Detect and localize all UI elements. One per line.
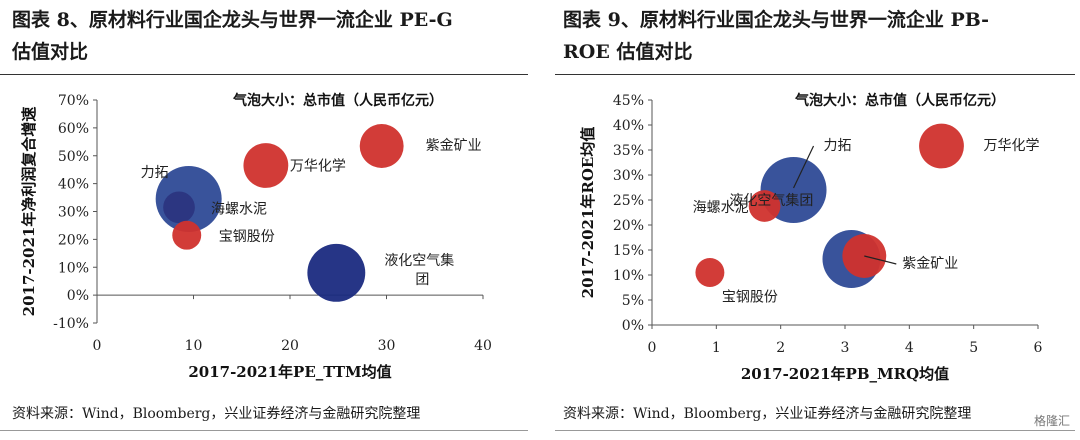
chart-panel-left: 图表 8、原材料行业国企龙头与世界一流企业 PE-G 估值对比 -10% 0% 10… xyxy=(0,0,530,440)
y-tick-label: 60% xyxy=(58,121,89,137)
y-tick-label: 70% xyxy=(58,93,89,109)
data-label: 海螺水泥 xyxy=(693,200,749,216)
data-label: 力拓 xyxy=(824,138,852,154)
x-tick-label: 20 xyxy=(281,338,299,354)
bubble xyxy=(307,243,366,302)
bubble xyxy=(243,143,289,188)
y-tick-label: 40% xyxy=(613,118,644,134)
x-tick-label: 3 xyxy=(841,340,850,356)
bubble xyxy=(163,191,195,224)
bubble-size-note: 气泡大小：总市值（人民币亿元） xyxy=(232,92,443,109)
y-axis-title: 2017-2021年ROE均值 xyxy=(579,127,597,299)
bubble xyxy=(695,258,725,287)
figure-title: 图表 8、原材料行业国企龙头与世界一流企业 PE-G 估值对比 xyxy=(12,4,453,68)
y-tick-label: 0% xyxy=(622,318,644,334)
figure-title-line2: 估值对比 xyxy=(12,41,89,63)
bubble xyxy=(919,123,964,169)
x-tick-label: 6 xyxy=(1034,340,1043,356)
figure-title-line1: 图表 9、原材料行业国企龙头与世界一流企业 PB- xyxy=(563,9,990,31)
y-tick-label: 20% xyxy=(58,232,89,248)
data-label: 液化空气集团 xyxy=(384,252,454,288)
data-label: 力拓 xyxy=(141,165,169,181)
bubble xyxy=(172,220,202,250)
source-note: 资料来源：Wind，Bloomberg，兴业证券经济与金融研究院整理 xyxy=(12,406,421,422)
source-note: 资料来源：Wind，Bloomberg，兴业证券经济与金融研究院整理 xyxy=(563,406,972,422)
y-tick-label: 25% xyxy=(613,193,644,209)
x-tick-label: 5 xyxy=(969,340,978,356)
x-tick-label: 10 xyxy=(185,338,203,354)
x-axis-title: 2017-2021年PE_TTM均值 xyxy=(188,363,391,381)
bubble-chart-pb-roe: 0% 5% 10% 15% 20% 25% 30% 35% 40% 45% 0 1 2 3 4 5 6 2017-… xyxy=(579,92,1043,383)
y-tick-label: 10% xyxy=(58,260,89,276)
x-tick-label: 30 xyxy=(378,338,396,354)
watermark-logo: 格隆汇 xyxy=(1033,414,1070,428)
x-axis-title: 2017-2021年PB_MRQ均值 xyxy=(741,365,949,383)
figure-title-line1: 图表 8、原材料行业国企龙头与世界一流企业 PE-G xyxy=(12,9,453,31)
data-label: 宝钢股份 xyxy=(722,290,778,306)
y-tick-label: 35% xyxy=(613,143,644,159)
data-label: 海螺水泥 xyxy=(211,201,267,217)
data-label: 液化空气集团 xyxy=(729,192,813,209)
x-tick-label: 0 xyxy=(648,340,657,356)
data-label: 宝钢股份 xyxy=(219,229,275,245)
leader-line xyxy=(792,145,815,189)
x-tick-label: 0 xyxy=(93,338,102,354)
y-tick-label: 15% xyxy=(613,243,644,259)
x-tick-label: 2 xyxy=(776,340,785,356)
title-divider xyxy=(555,74,1075,75)
y-tick-label: 5% xyxy=(622,293,644,309)
data-label: 紫金矿业 xyxy=(426,138,482,154)
bubble-chart-pe-g: -10% 0% 10% 20% 30% 40% 50% 60% 70% 0 10 20 30 40 2017… xyxy=(20,92,492,381)
footer-divider xyxy=(555,430,1075,431)
footer-divider xyxy=(0,430,528,431)
y-tick-label: 10% xyxy=(613,268,644,284)
y-tick-label: 45% xyxy=(613,93,644,109)
data-label: 万华化学 xyxy=(290,159,346,175)
x-tick-label: 40 xyxy=(474,338,492,354)
y-tick-label: 30% xyxy=(613,168,644,184)
figure-title-line2: ROE 估值对比 xyxy=(563,41,693,63)
leader-line xyxy=(864,255,897,265)
y-tick-label: 40% xyxy=(58,177,89,193)
data-label: 万华化学 xyxy=(984,138,1040,154)
chart-panel-right: 图表 9、原材料行业国企龙头与世界一流企业 PB- ROE 估值对比 0% 5% 1… xyxy=(555,0,1080,440)
y-tick-label: 0% xyxy=(67,288,89,304)
title-divider xyxy=(0,74,528,75)
y-tick-label: 20% xyxy=(613,218,644,234)
y-tick-label: 30% xyxy=(58,205,89,221)
x-tick-label: 4 xyxy=(905,340,914,356)
bubble xyxy=(359,124,404,168)
figure-title: 图表 9、原材料行业国企龙头与世界一流企业 PB- ROE 估值对比 xyxy=(563,4,989,68)
y-tick-label: 50% xyxy=(58,149,89,165)
y-axis-title: 2017-2021年净利润复合增速 xyxy=(20,107,38,317)
bubble-size-note: 气泡大小：总市值（人民币亿元） xyxy=(794,92,1005,109)
bubble xyxy=(748,190,781,222)
y-tick-label: -10% xyxy=(53,316,89,332)
data-label: 紫金矿业 xyxy=(902,256,958,272)
x-tick-label: 1 xyxy=(712,340,721,356)
